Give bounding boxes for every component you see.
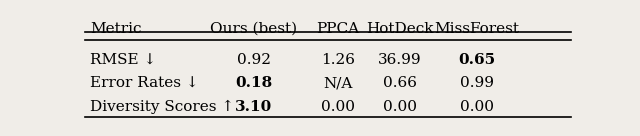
Text: 0.65: 0.65 [458,53,495,67]
Text: Ours (best): Ours (best) [210,21,297,35]
Text: MissForest: MissForest [435,21,519,35]
Text: Error Rates ↓: Error Rates ↓ [90,76,198,90]
Text: 36.99: 36.99 [378,53,422,67]
Text: 0.99: 0.99 [460,76,494,90]
Text: 0.92: 0.92 [237,53,271,67]
Text: 3.10: 3.10 [235,100,272,114]
Text: 0.00: 0.00 [460,100,494,114]
Text: 0.66: 0.66 [383,76,417,90]
Text: 0.00: 0.00 [383,100,417,114]
Text: PPCA: PPCA [316,21,360,35]
Text: Diversity Scores ↑: Diversity Scores ↑ [90,100,234,114]
Text: 0.18: 0.18 [235,76,272,90]
Text: Metric: Metric [90,21,141,35]
Text: HotDeck: HotDeck [366,21,434,35]
Text: 0.00: 0.00 [321,100,355,114]
Text: 1.26: 1.26 [321,53,355,67]
Text: N/A: N/A [323,76,353,90]
Text: RMSE ↓: RMSE ↓ [90,53,156,67]
